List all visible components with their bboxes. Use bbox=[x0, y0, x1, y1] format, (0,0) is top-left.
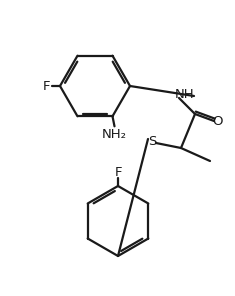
Text: S: S bbox=[148, 134, 156, 147]
Text: F: F bbox=[114, 165, 122, 178]
Text: NH: NH bbox=[175, 88, 195, 101]
Text: NH₂: NH₂ bbox=[102, 128, 127, 141]
Text: O: O bbox=[213, 115, 223, 128]
Text: F: F bbox=[42, 80, 50, 93]
